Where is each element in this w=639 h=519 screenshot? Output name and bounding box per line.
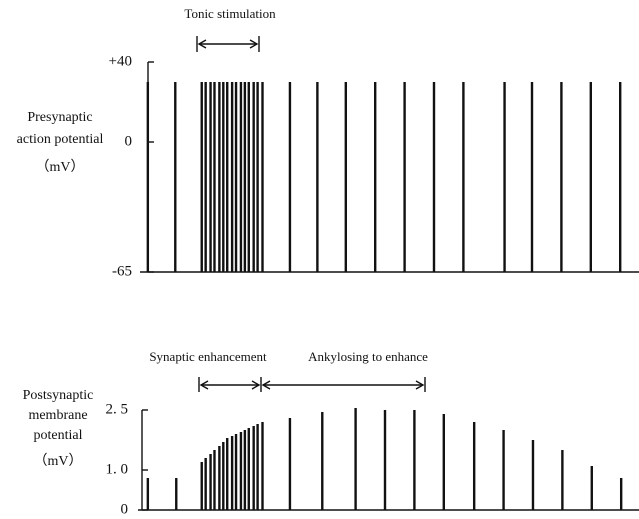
y-axis-label: （mV） <box>34 453 83 469</box>
y-axis-label: Postsynaptic <box>23 388 94 403</box>
annotation: Tonic stimulation <box>184 6 276 21</box>
y-axis-label: action potential <box>17 132 104 147</box>
y-tick-label: 2. 5 <box>106 401 129 417</box>
y-tick-label: -65 <box>112 263 132 279</box>
arrow <box>196 36 260 52</box>
y-tick-label: +40 <box>109 53 132 69</box>
y-tick-label: 0 <box>125 133 133 149</box>
annotation: Ankylosing to enhance <box>308 349 428 364</box>
y-axis-label: membrane <box>28 408 87 423</box>
y-tick-label: 0 <box>121 501 129 517</box>
y-axis-label: （mV） <box>36 159 85 175</box>
annotation: Synaptic enhancement <box>149 349 267 364</box>
y-tick-label: 1. 0 <box>106 461 129 477</box>
arrow <box>198 377 426 392</box>
y-axis-label: Presynaptic <box>27 110 92 125</box>
y-axis-label: potential <box>34 428 83 443</box>
